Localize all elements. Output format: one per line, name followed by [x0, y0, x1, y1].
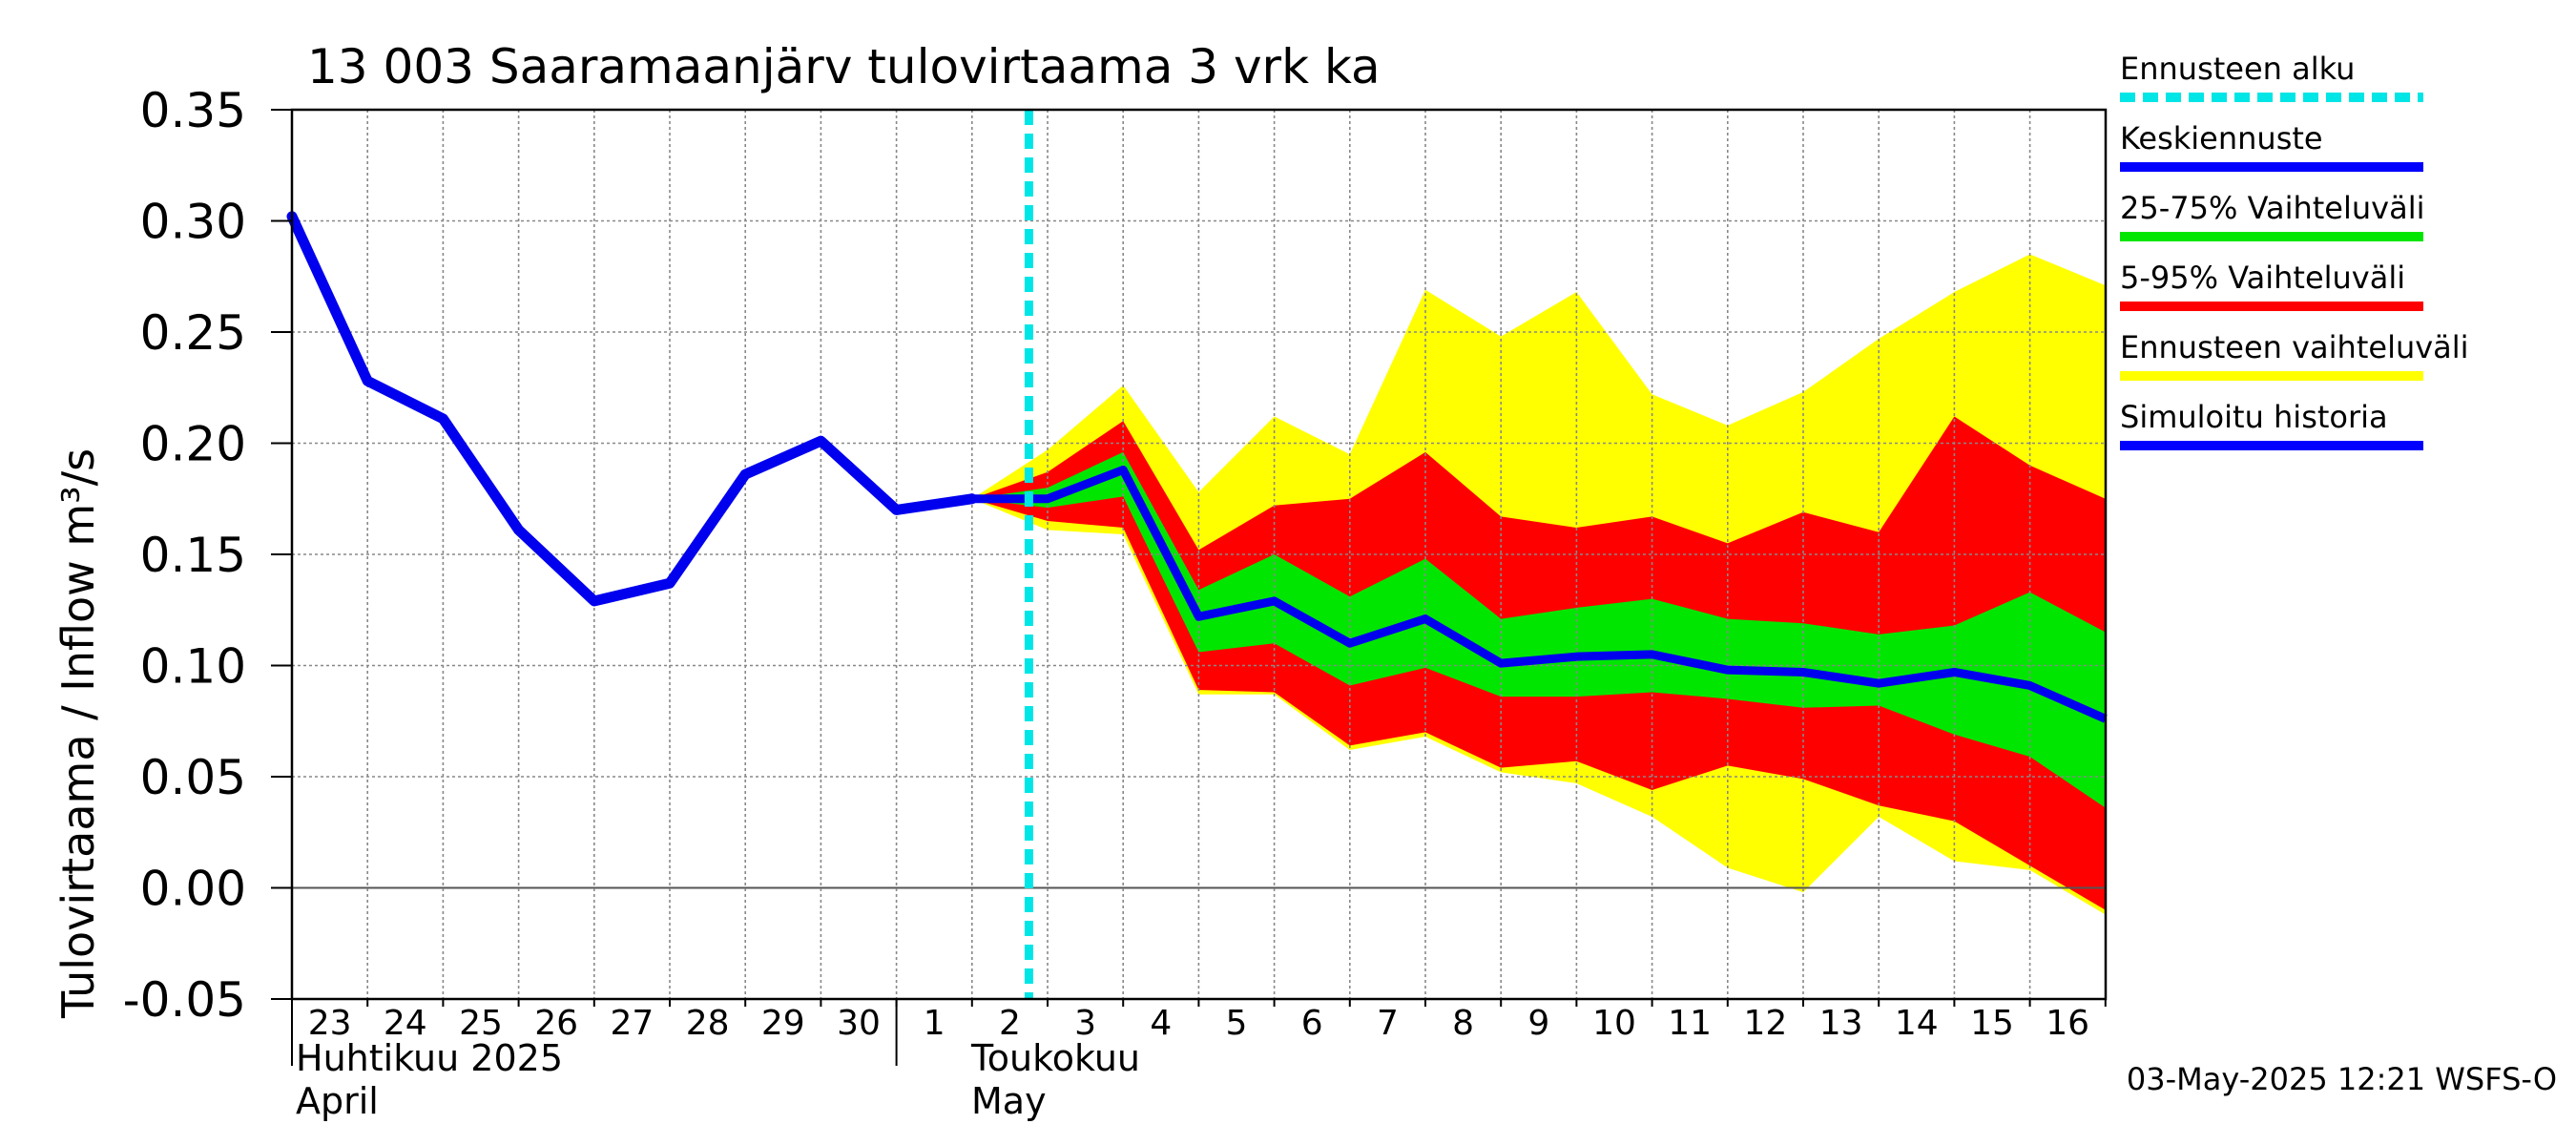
x-tick-label: 26: [534, 1004, 578, 1043]
forecast-bands: [971, 254, 2106, 915]
legend-label: Keskiennuste: [2120, 120, 2323, 156]
y-tick-label: 0.15: [140, 528, 246, 583]
y-axis-label: Tulovirtaama / Inflow m³/s: [52, 448, 104, 1019]
x-tick-label: 24: [384, 1004, 427, 1043]
legend-label: Ennusteen vaihteluväli: [2120, 329, 2469, 365]
y-tick-labels: -0.05 0.00 0.05 0.10 0.15 0.20 0.25 0.30 0.35: [123, 83, 246, 1028]
x-tick-label: 7: [1377, 1004, 1399, 1043]
grid-lines: [291, 109, 2107, 1000]
x-tick-label: 4: [1150, 1004, 1172, 1043]
x-tick-label: 23: [308, 1004, 352, 1043]
x-tick-label: 16: [2046, 1004, 2089, 1043]
x-tick-label: 10: [1592, 1004, 1636, 1043]
x-tick-label: 15: [1970, 1004, 2014, 1043]
x-tick-label: 28: [686, 1004, 730, 1043]
y-tick-label: 0.25: [140, 305, 246, 361]
median-forecast-line: [971, 465, 2108, 723]
plot-frame: [290, 108, 2108, 1001]
y-tick-label: 0.10: [140, 639, 246, 695]
y-tick-label: -0.05: [123, 972, 246, 1028]
axes: [271, 108, 2108, 1066]
footer-timestamp: 03-May-2025 12:21 WSFS-O: [2127, 1061, 2557, 1097]
series-lines: [286, 110, 2108, 999]
legend-label: 25-75% Vaihteluväli: [2120, 190, 2424, 226]
month-label-april-en: April: [296, 1080, 379, 1122]
x-tick-label: 6: [1301, 1004, 1323, 1043]
x-tick-label: 11: [1668, 1004, 1712, 1043]
y-tick-label: 0.05: [140, 750, 246, 805]
month-label-april-fi: Huhtikuu 2025: [296, 1037, 563, 1079]
band-2: [971, 451, 2106, 808]
x-tick-label: 29: [761, 1004, 805, 1043]
y-tick-label: 0.30: [140, 195, 246, 250]
x-tick-label: 1: [924, 1004, 945, 1043]
y-tick-label: 0.00: [140, 862, 246, 917]
chart-title: 13 003 Saaramaanjärv tulovirtaama 3 vrk …: [307, 39, 1381, 94]
legend-label: 5-95% Vaihteluväli: [2120, 260, 2405, 296]
x-tick-label: 30: [837, 1004, 881, 1043]
x-tick-label: 8: [1452, 1004, 1474, 1043]
y-tick-label: 0.20: [140, 417, 246, 472]
x-tick-label: 14: [1895, 1004, 1939, 1043]
legend: Ennusteen alku Keskiennuste 25-75% Vaihtel…: [2120, 51, 2469, 450]
y-tick-label: 0.35: [140, 83, 246, 138]
history-line: [286, 211, 978, 607]
x-tick-label: 9: [1527, 1004, 1549, 1043]
x-tick-label: 27: [610, 1004, 654, 1043]
x-tick-label: 3: [1074, 1004, 1096, 1043]
month-label-may-fi: Toukokuu: [970, 1037, 1140, 1079]
x-tick-labels: 23 24 25 26 27 28 29 30 1 2 3 4 5 6 7 8 9 10 11 12 13 14 15 16: [308, 1004, 2089, 1043]
x-tick-label: 12: [1743, 1004, 1787, 1043]
x-tick-label: 2: [999, 1004, 1021, 1043]
x-tick-label: 25: [459, 1004, 503, 1043]
x-tick-label: 13: [1819, 1004, 1863, 1043]
legend-label: Simuloitu historia: [2120, 399, 2388, 435]
x-tick-label: 5: [1226, 1004, 1248, 1043]
legend-label: Ennusteen alku: [2120, 51, 2355, 87]
month-label-may-en: May: [971, 1080, 1047, 1122]
